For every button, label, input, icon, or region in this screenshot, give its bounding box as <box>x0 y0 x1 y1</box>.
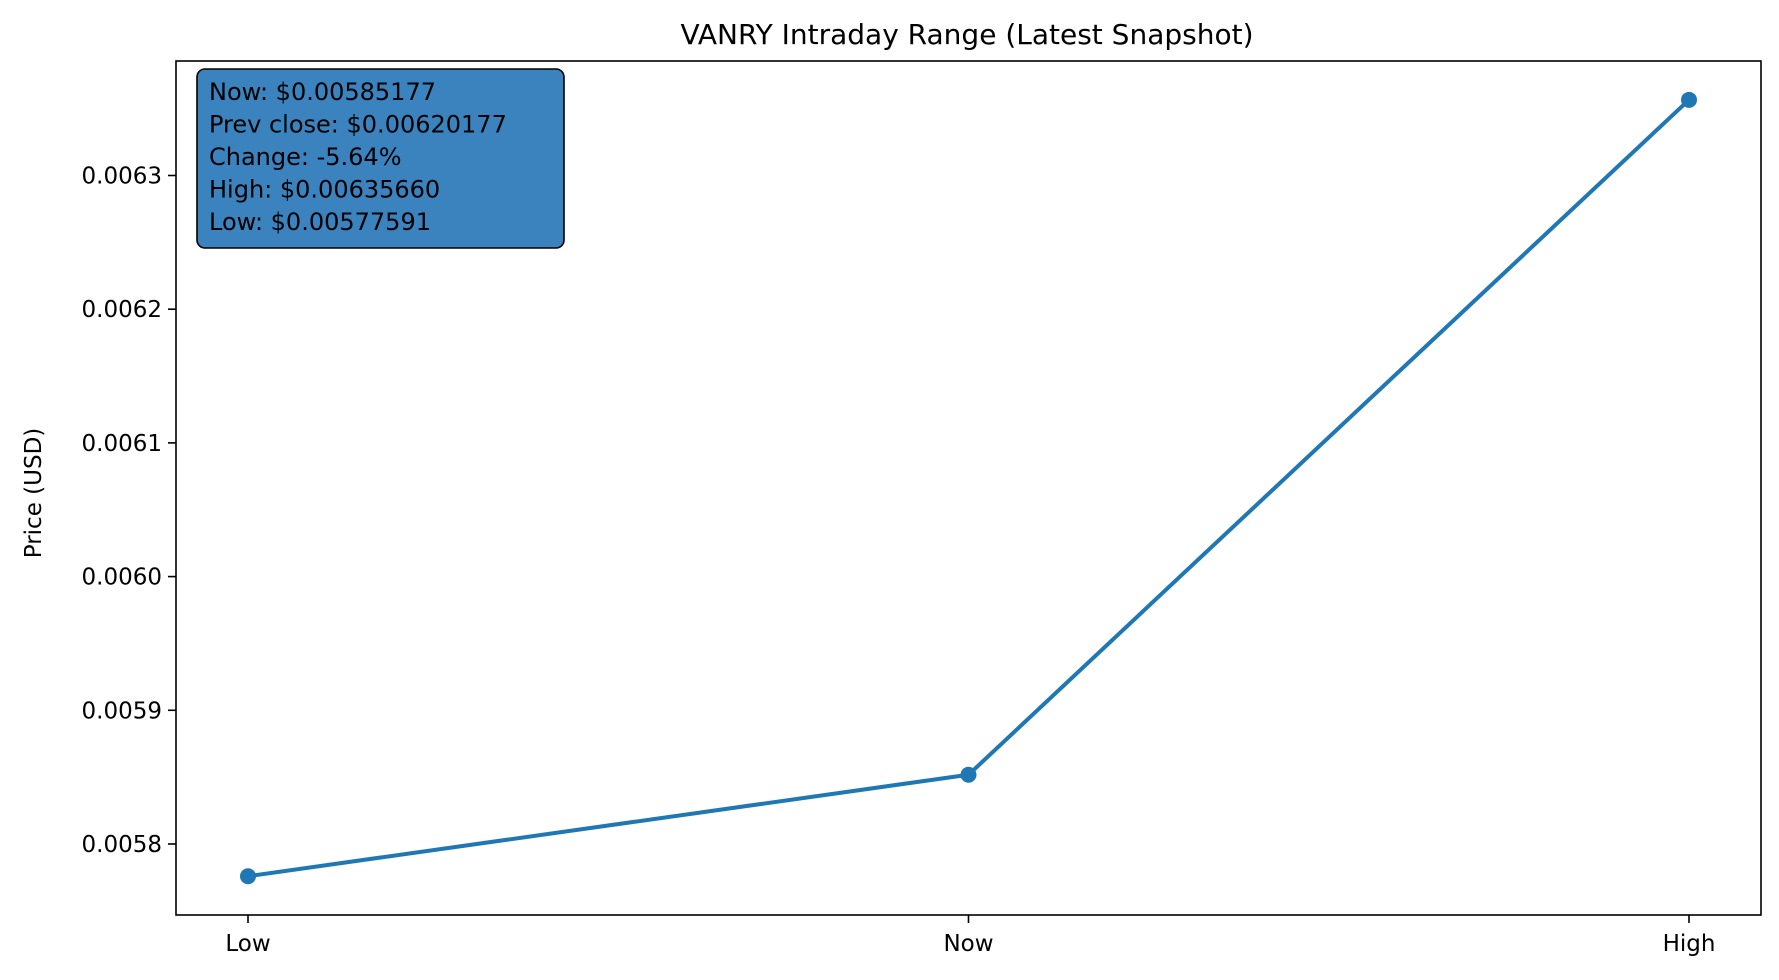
x-tick-label: Now <box>943 931 993 957</box>
y-tick-label: 0.0062 <box>82 297 162 323</box>
axis-ticks: 0.0058 0.0059 0.0060 0.0061 0.0062 0.0063 Low N… <box>82 163 1716 957</box>
y-tick-label: 0.0058 <box>82 832 162 858</box>
info-line: Low: $0.00577591 <box>209 208 431 236</box>
plot-frame <box>175 60 1762 916</box>
y-tick-label: 0.0061 <box>82 431 162 457</box>
info-box-background <box>196 68 565 249</box>
x-tick-label: Low <box>225 931 270 957</box>
info-line: High: $0.00635660 <box>209 176 440 204</box>
info-line: Prev close: $0.00620177 <box>209 111 507 139</box>
info-line: Now: $0.00585177 <box>209 78 436 106</box>
y-tick-label: 0.0059 <box>82 698 162 724</box>
y-tick-label: 0.0060 <box>82 565 162 591</box>
data-point-high <box>1681 91 1697 108</box>
data-point-now <box>960 766 977 783</box>
x-tick-label: High <box>1663 931 1716 957</box>
y-axis-label: Price (USD) <box>21 428 47 559</box>
series-line-group <box>240 91 1697 885</box>
info-line: Change: -5.64% <box>209 143 402 171</box>
chart-title: VANRY Intraday Range (Latest Snapshot) <box>680 18 1253 51</box>
info-box: Now: $0.00585177 Prev close: $0.00620177 C… <box>196 68 565 249</box>
y-tick-label: 0.0063 <box>82 163 162 189</box>
data-point-low <box>240 868 256 885</box>
